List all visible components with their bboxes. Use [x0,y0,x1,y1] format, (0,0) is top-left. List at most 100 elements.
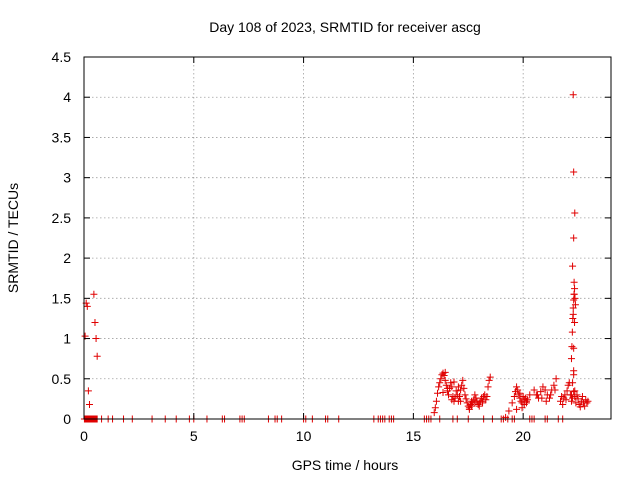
y-tick-label: 2.5 [52,210,72,226]
data-point [83,302,91,310]
y-tick-label: 0 [63,411,71,427]
data-point [508,399,516,407]
data-point [530,386,538,394]
axis-ticks [83,56,611,420]
data-point [462,395,470,403]
y-tick-label: 3.5 [52,129,72,145]
data-point [436,379,444,387]
data-point [569,310,577,318]
y-tick-label: 0.5 [52,371,72,387]
data-point [441,376,449,384]
data-point [459,376,467,384]
data-point [571,209,579,217]
tick-labels: 0 5 10 15 20 0 0.5 1 1.5 2 2.5 3 3.5 4 4.5 [52,49,532,444]
y-axis-label: SRMTID / TECUs [5,183,21,293]
data-point [84,387,92,395]
data-point [563,387,571,395]
x-tick-label: 15 [406,428,422,444]
data-point [448,383,456,391]
data-point [452,387,460,395]
data-point [571,301,579,309]
data-point [441,368,449,376]
data-point [430,409,438,417]
data-point [569,262,577,270]
data-point [526,391,534,399]
data-point [460,384,468,392]
data-point [515,391,523,399]
data-point [455,392,463,400]
data-point [542,397,550,405]
x-tick-label: 5 [190,428,198,444]
data-point [447,379,455,387]
data-point [482,396,490,404]
data-point [90,290,98,298]
data-point [559,401,567,409]
y-tick-label: 2 [63,250,71,266]
y-tick-label: 3 [63,170,71,186]
data-point [434,389,442,397]
data-point [502,413,510,421]
x-tick-label: 10 [296,428,312,444]
data-point [538,394,546,402]
data-point [572,399,580,407]
data-point [569,91,577,99]
data-point [483,392,491,400]
data-point [570,290,578,298]
data-point [570,168,578,176]
data-point [568,343,576,351]
data-point [439,388,447,396]
data-point [479,397,487,405]
y-tick-label: 4 [63,89,71,105]
x-tick-label: 20 [515,428,531,444]
data-point [450,378,458,386]
data-point [524,396,532,404]
data-point [442,381,450,389]
data-point [485,376,493,384]
data-point [513,383,521,391]
data-point [468,402,476,410]
data-point [471,391,479,399]
data-point [584,397,592,405]
data-point [484,383,492,391]
data-point [578,392,586,400]
data-point [552,375,560,383]
data-point [567,391,575,399]
data-point [567,355,575,363]
data-point [551,386,559,394]
data-point [475,402,483,410]
data-point [576,403,584,411]
data-point [92,335,100,343]
plot-frame [83,56,612,420]
data-point [562,396,570,404]
y-tick-label: 1 [63,331,71,347]
data-point [435,383,443,391]
data-point [513,405,521,413]
data-point [546,394,554,402]
x-axis-label: GPS time / hours [292,457,399,473]
data-point [533,391,541,399]
data-point [571,318,579,326]
data-point [541,386,549,394]
data-point [571,294,579,302]
x-tick-label: 0 [80,428,88,444]
data-point [568,328,576,336]
grid-lines [84,57,611,419]
data-point [522,397,530,405]
data-point [569,379,577,387]
data-point [571,387,579,395]
data-point [567,397,575,405]
chart-title: Day 108 of 2023, SRMTID for receiver asc… [209,19,481,35]
data-point [570,371,578,379]
data-point [437,375,445,383]
data-point [570,234,578,242]
data-point [570,278,578,286]
data-point [431,404,439,412]
data-point [448,396,456,404]
data-point [516,389,524,397]
data-point [486,373,494,381]
y-tick-label: 4.5 [52,49,72,65]
data-point [583,399,591,407]
data-point [443,384,451,392]
data-point [93,352,101,360]
